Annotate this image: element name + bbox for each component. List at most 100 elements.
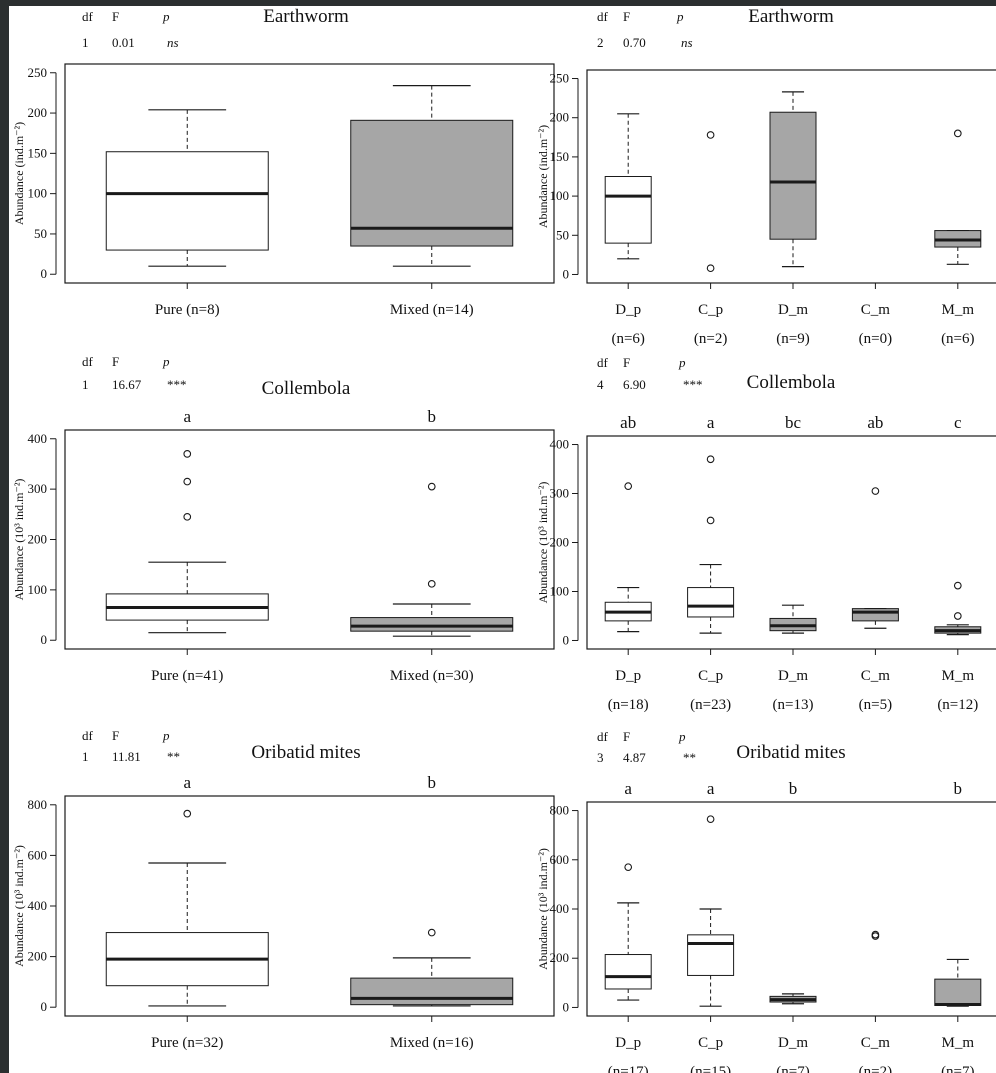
x-tick-label: D_m	[778, 1035, 808, 1051]
y-tick-label: 250	[28, 65, 48, 80]
y-tick-label: 200	[28, 105, 48, 120]
x-tick-label: Mixed (n=30)	[390, 668, 474, 684]
x-tick-label: C_p	[698, 302, 723, 318]
y-tick-label: 50	[556, 227, 569, 242]
chart-title: Oribatid mites	[251, 742, 360, 763]
outlier-point	[706, 815, 715, 824]
y-tick-label: 150	[550, 149, 570, 164]
box-iqr	[604, 954, 652, 990]
significance-letter: b	[428, 407, 437, 426]
y-axis-label: Abundance (10³ ind.m⁻²)	[12, 845, 26, 967]
outlier-point	[953, 581, 962, 590]
stats-df-label: df	[82, 354, 94, 369]
x-tick-sample-size: (n=15)	[690, 1064, 731, 1073]
plot-frame	[64, 63, 555, 284]
plot-frame	[64, 795, 555, 1017]
y-tick-label: 400	[28, 431, 48, 446]
y-tick-label: 150	[28, 145, 48, 160]
stats-df-label: df	[597, 729, 609, 744]
stats-f-value: 6.90	[623, 377, 646, 392]
y-tick-label: 800	[28, 797, 48, 812]
x-tick-sample-size: (n=0)	[859, 331, 892, 347]
significance-letter: a	[624, 779, 632, 798]
x-tick-sample-size: (n=2)	[859, 1064, 892, 1073]
stats-f-label: F	[112, 9, 119, 24]
outlier-point	[183, 512, 192, 521]
stats-p-label: p	[162, 354, 170, 369]
significance-letter: a	[707, 779, 715, 798]
stats-f-value: 0.01	[112, 35, 135, 50]
x-tick-sample-size: (n=2)	[694, 331, 727, 347]
stats-df-label: df	[82, 728, 94, 743]
y-axis-label: Abundance (ind.m⁻²)	[536, 125, 550, 228]
y-tick-label: 400	[550, 901, 570, 916]
box-iqr	[687, 587, 735, 618]
stats-p-label: p	[676, 9, 684, 24]
x-tick-sample-size: (n=13)	[773, 697, 814, 713]
x-tick-label: D_p	[615, 302, 641, 318]
y-tick-label: 0	[563, 999, 570, 1014]
x-tick-label: C_m	[861, 1035, 891, 1051]
x-tick-label: Pure (n=32)	[151, 1035, 223, 1051]
outlier-point	[624, 482, 633, 491]
y-tick-label: 200	[550, 535, 570, 550]
x-tick-sample-size: (n=6)	[611, 331, 644, 347]
y-tick-label: 600	[550, 852, 570, 867]
outlier-point	[427, 579, 436, 588]
stats-p-label: p	[678, 729, 686, 744]
outlier-point	[871, 930, 880, 939]
stats-p-label: p	[678, 355, 686, 370]
x-tick-label: M_m	[942, 668, 975, 684]
significance-letter: a	[183, 773, 191, 792]
x-tick-label: M_m	[942, 302, 975, 318]
x-tick-label: Mixed (n=14)	[390, 302, 474, 318]
stats-p-label: p	[162, 728, 170, 743]
stats-p-value: ns	[167, 35, 179, 50]
y-tick-label: 100	[550, 188, 570, 203]
significance-letter: b	[428, 773, 437, 792]
y-tick-label: 800	[550, 803, 570, 818]
stats-df-value: 1	[82, 35, 89, 50]
stats-p-value: **	[683, 750, 696, 765]
y-tick-label: 0	[41, 266, 48, 281]
y-tick-label: 200	[550, 950, 570, 965]
outlier-point	[427, 928, 436, 937]
outlier-point	[953, 129, 962, 138]
box-iqr	[934, 978, 982, 1006]
x-tick-label: Pure (n=8)	[155, 302, 220, 318]
chart-title: Earthworm	[748, 6, 834, 27]
y-tick-label: 100	[28, 582, 48, 597]
stats-f-label: F	[623, 729, 630, 744]
stats-p-value: ***	[683, 377, 703, 392]
stats-df-value: 1	[82, 377, 89, 392]
x-tick-label: M_m	[942, 1035, 975, 1051]
box-iqr	[350, 119, 514, 247]
y-axis-label: Abundance (ind.m⁻²)	[12, 122, 26, 225]
x-tick-label: Mixed (n=16)	[390, 1035, 474, 1051]
x-tick-sample-size: (n=17)	[608, 1064, 649, 1073]
x-tick-label: D_p	[615, 668, 641, 684]
box-iqr	[350, 617, 514, 632]
stats-p-value: **	[167, 749, 180, 764]
stats-df-value: 4	[597, 377, 604, 392]
chart-title: Earthworm	[263, 6, 349, 27]
y-tick-label: 0	[41, 999, 48, 1014]
outlier-point	[183, 450, 192, 458]
x-tick-label: C_m	[861, 668, 891, 684]
stats-df-label: df	[597, 355, 609, 370]
significance-letter: bc	[785, 413, 802, 432]
x-tick-label: D_m	[778, 668, 808, 684]
y-tick-label: 50	[34, 226, 47, 241]
y-axis-label: Abundance (10³ ind.m⁻²)	[536, 848, 550, 970]
x-tick-label: Pure (n=41)	[151, 668, 223, 684]
y-tick-label: 0	[41, 632, 48, 647]
x-tick-sample-size: (n=18)	[608, 697, 649, 713]
chart-title: Oribatid mites	[736, 742, 845, 763]
